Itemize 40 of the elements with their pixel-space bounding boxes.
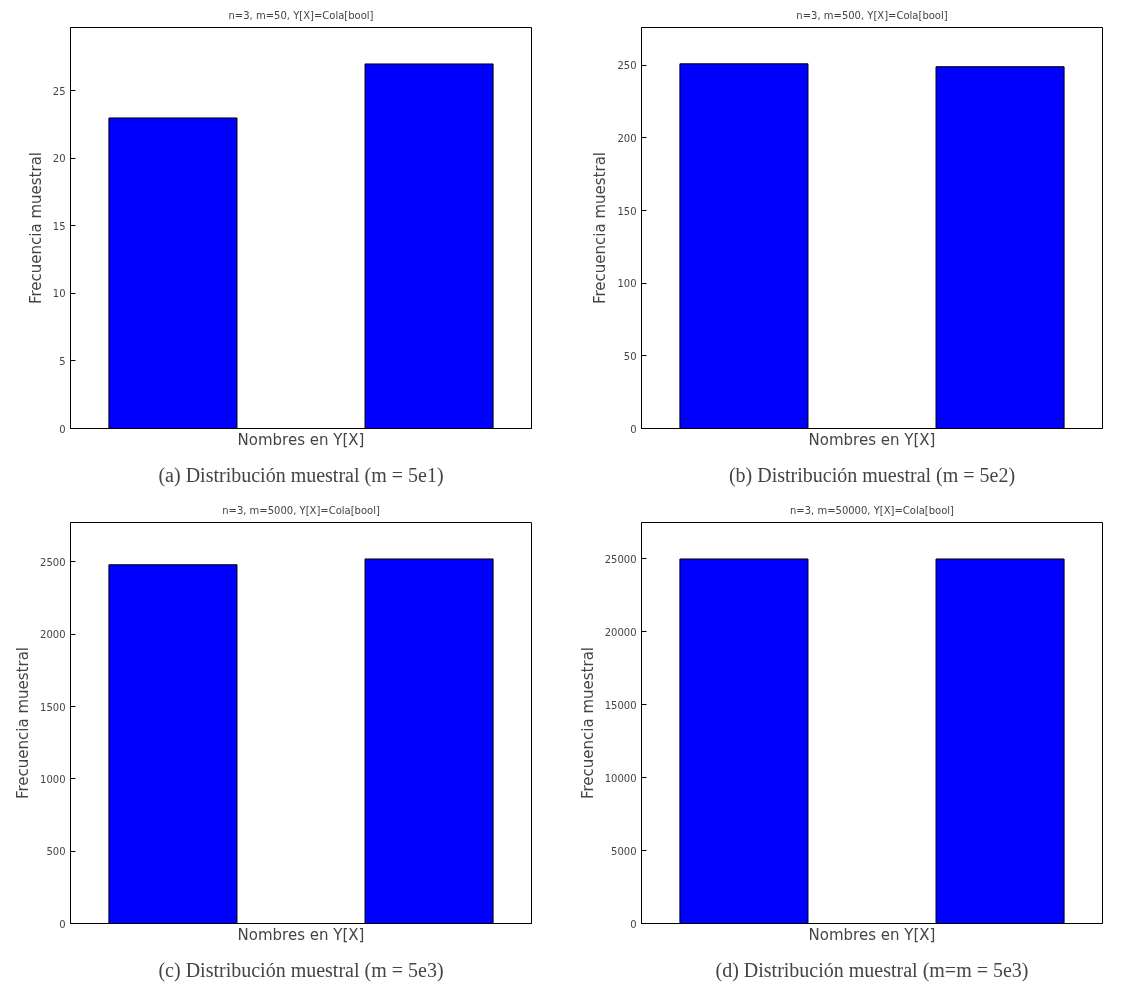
y-tick-label: 20 [52,153,66,165]
y-tick-label: 5000 [611,845,637,857]
text: (a) Distribución muestral (m = 5e1) [158,463,444,487]
y-tick-label: 250 [617,60,637,72]
y-tick-label: 500 [46,846,66,858]
y-tick-label: 2500 [40,556,66,568]
y-tick-label: 10000 [604,772,637,784]
y-tick-label: 1500 [40,701,66,713]
x-axis-title: Nombres en Y[X] [237,430,365,449]
y-tick-label: 25000 [604,553,637,565]
text: (d) Distribución muestral (m=m = 5e3) [715,958,1029,982]
y-axis-title: Frecuencia muestral [591,151,610,305]
y-axis-title: Frecuencia muestral [14,646,33,800]
y-tick-label: 15000 [604,699,637,711]
text: (b) Distribución muestral (m = 5e2) [728,463,1016,487]
y-tick-label: 50 [623,350,637,362]
y-tick-label: 1000 [40,773,66,785]
y-tick-label: 2000 [40,629,66,641]
y-axis-title: Frecuencia muestral [26,151,45,305]
x-axis-title: Nombres en Y[X] [808,925,936,944]
y-tick-label: 5 [59,355,66,367]
y-tick-label: 0 [59,918,66,930]
y-tick-label: 200 [617,132,637,144]
chart-title: n=3, m=500, Y[X]=Cola[bool] [796,9,948,21]
chart-title: n=3, m=50000, Y[X]=Cola[bool] [789,504,955,516]
y-tick-label: 0 [630,918,637,930]
text: (c) Distribución muestral (m = 5e3) [158,958,444,982]
y-tick-label: 15 [52,220,66,232]
y-tick-label: 100 [617,278,637,290]
x-axis-title: Nombres en Y[X] [808,430,936,449]
y-tick-label: 20000 [604,626,637,638]
y-tick-label: 25 [52,85,66,97]
y-tick-label: 150 [617,205,637,217]
y-tick-label: 0 [59,423,66,435]
y-tick-label: 10 [52,288,66,300]
chart-title: n=3, m=5000, Y[X]=Cola[bool] [222,504,380,516]
y-axis-title: Frecuencia muestral [578,646,597,800]
y-tick-label: 0 [630,423,637,435]
x-axis-title: Nombres en Y[X] [237,925,365,944]
chart-title: n=3, m=50, Y[X]=Cola[bool] [228,9,374,21]
